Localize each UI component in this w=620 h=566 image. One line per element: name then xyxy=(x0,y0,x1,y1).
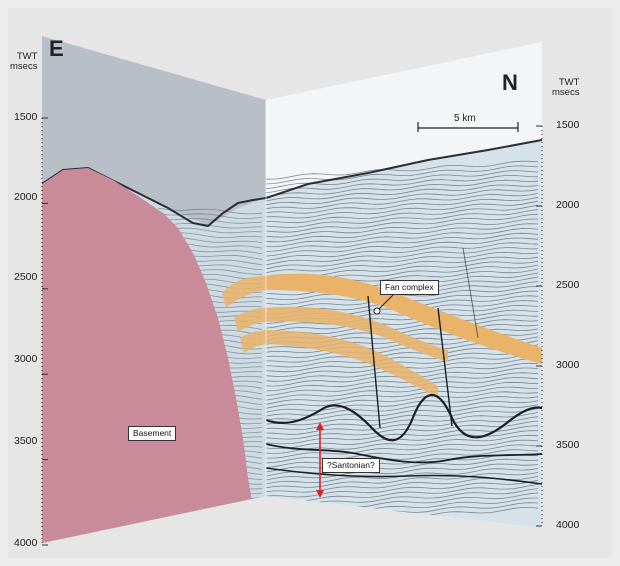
seismic-reflector xyxy=(266,420,539,440)
left-panel xyxy=(42,36,266,543)
seismic-reflector xyxy=(266,251,539,270)
seismic-reflector xyxy=(266,386,539,405)
seismic-reflector xyxy=(266,196,539,214)
fan-band-1 xyxy=(266,273,542,364)
seismic-reflector xyxy=(266,232,539,252)
seismic-reflector xyxy=(266,184,539,202)
right-tick-label: 2500 xyxy=(556,279,580,291)
scale-bar xyxy=(417,122,519,132)
seismic-reflector xyxy=(266,430,539,449)
seismic-reflector xyxy=(266,353,539,373)
seismic-reflector xyxy=(266,165,539,185)
basement-callout: Basement xyxy=(128,426,177,441)
right-tick-label: 1500 xyxy=(556,119,580,131)
seismic-reflector xyxy=(266,412,539,431)
santonian-callout: ?Santonian? xyxy=(322,458,380,473)
fan-complex-callout: Fan complex xyxy=(380,280,439,295)
left-tick-label: 2500 xyxy=(14,271,38,283)
right-axis-title-line2: msecs xyxy=(552,86,580,98)
seismic-reflector xyxy=(266,348,539,368)
seismic-reflector xyxy=(266,344,539,363)
seismic-reflector xyxy=(266,404,539,421)
seismic-reflector xyxy=(266,396,539,413)
left-axis-title-line2: msecs xyxy=(10,60,38,72)
seismic-reflector xyxy=(266,381,539,401)
seismic-reflector xyxy=(266,223,539,243)
right-tick-label: 2000 xyxy=(556,199,580,211)
seismic-section-graphic xyxy=(41,36,543,546)
left-tick-label: 3500 xyxy=(14,435,38,447)
seismic-reflector xyxy=(266,463,539,481)
basement-fill xyxy=(42,168,253,543)
seismic-reflector xyxy=(266,483,539,503)
right-axis-title-line1: TWT xyxy=(558,77,580,88)
seismic-reflector xyxy=(266,372,539,392)
seismic-reflector xyxy=(266,408,539,426)
left-axis-title-line1: TWT xyxy=(16,51,38,62)
seismic-reflector xyxy=(157,207,263,215)
seismic-reflector xyxy=(266,444,539,464)
seismic-reflector xyxy=(266,228,539,248)
seismic-reflector xyxy=(157,213,263,220)
seismic-reflector xyxy=(266,314,539,333)
santonian-thickness-arrow xyxy=(316,422,324,498)
seismic-reflector xyxy=(266,204,539,224)
seismic-reflector xyxy=(266,479,539,498)
seismic-reflector xyxy=(266,160,539,180)
seismic-reflector xyxy=(266,247,539,266)
seismic-reflector xyxy=(266,218,539,238)
seismic-reflector xyxy=(266,256,539,274)
right-axis-title: TWT msecs xyxy=(552,78,579,97)
right-panel xyxy=(266,42,542,528)
seismic-reflector xyxy=(266,449,539,468)
seismic-reflector xyxy=(266,319,539,337)
seismic-reflector xyxy=(266,209,539,228)
seismic-reflector xyxy=(157,218,263,224)
seismic-reflector xyxy=(266,189,539,206)
left-axis-title: TWT msecs xyxy=(10,52,37,71)
left-tick-label: 2000 xyxy=(14,191,38,203)
seismic-reflector xyxy=(266,285,539,305)
seismic-reflector xyxy=(266,242,539,261)
seismic-reflector xyxy=(266,416,539,435)
seismic-reflector xyxy=(266,200,539,219)
seismic-reflector xyxy=(266,193,539,210)
seismic-reflector xyxy=(266,179,539,198)
fan-band-3 xyxy=(266,330,438,398)
seismic-reflector xyxy=(266,175,539,194)
scale-bar-label: 5 km xyxy=(454,113,476,124)
right-tick-label: 3500 xyxy=(556,439,580,451)
seismic-reflector xyxy=(266,213,539,233)
east-direction-label: E xyxy=(49,36,64,61)
left-tick-label: 1500 xyxy=(14,111,38,123)
right-tick-label: 3000 xyxy=(556,359,580,371)
fan-band-2 xyxy=(266,306,448,362)
left-tick-label: 4000 xyxy=(14,537,38,549)
seismic-reflector xyxy=(266,309,539,329)
seismic-reflector xyxy=(266,377,539,396)
seismic-reflector xyxy=(266,237,539,257)
right-tick-label: 4000 xyxy=(556,519,580,531)
seismic-figure: E N TWT msecs TWT msecs 1500 2000 2500 3… xyxy=(8,8,612,558)
seismic-reflector xyxy=(266,391,539,409)
seismic-reflector xyxy=(266,434,539,454)
seismic-reflector xyxy=(266,439,539,459)
north-direction-label: N xyxy=(502,70,518,95)
left-tick-label: 3000 xyxy=(14,353,38,365)
seismic-reflector xyxy=(266,472,539,489)
